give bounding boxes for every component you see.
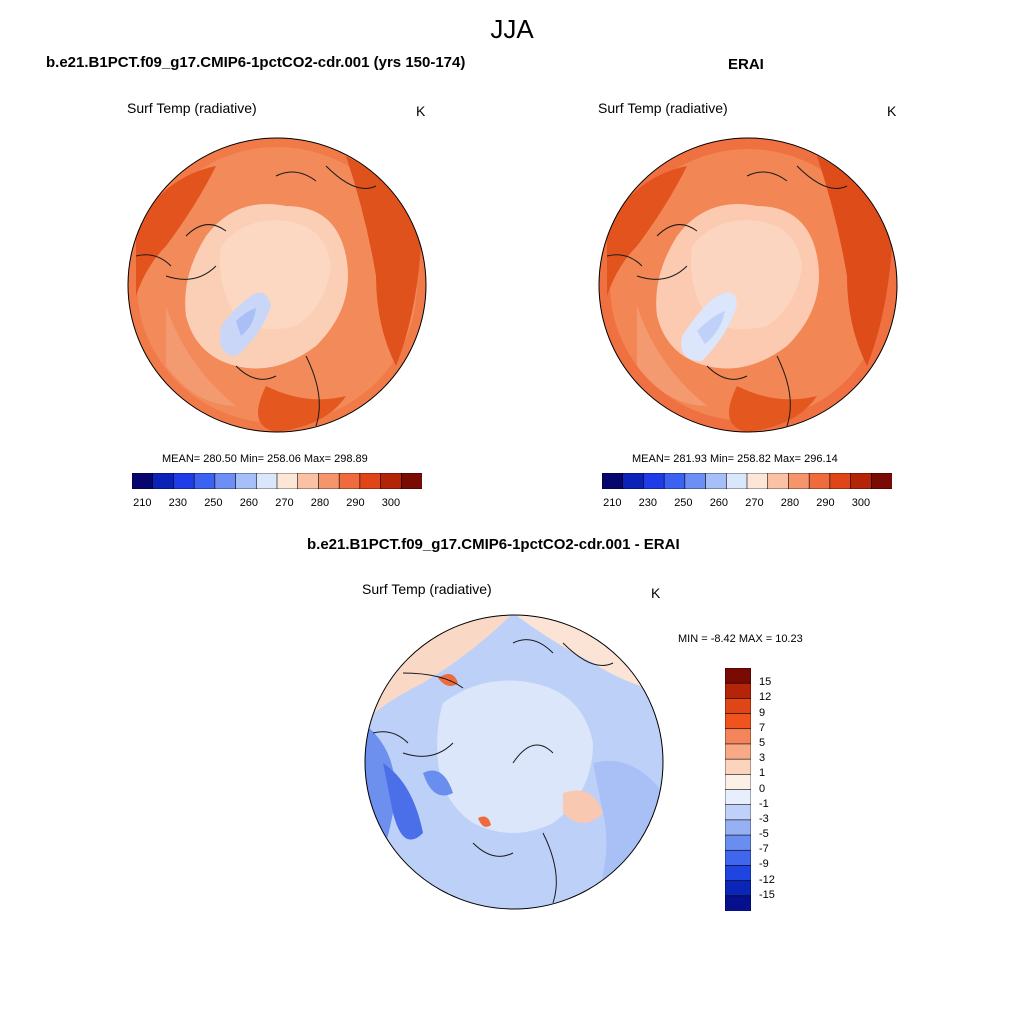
panel3-colorbar-swatch <box>724 667 752 684</box>
panel1-colorbar-swatch <box>276 472 299 490</box>
panel1-colorbar-tick-label: 270 <box>275 497 294 509</box>
panel1-colorbar-tick-label: 250 <box>204 497 223 509</box>
panel3-colorbar-swatch <box>724 819 752 836</box>
panel2-variable-label: Surf Temp (radiative) <box>598 100 728 116</box>
panel3-colorbar-swatch <box>724 758 752 775</box>
panel3-colorbar-swatch <box>724 713 752 730</box>
panel3-colorbar-swatch <box>724 895 752 912</box>
panel2-colorbar-swatch <box>705 472 727 490</box>
panel1-colorbar-swatch <box>255 472 278 490</box>
panel3-colorbar-swatch <box>724 834 752 851</box>
panel2-colorbar-swatch <box>663 472 686 490</box>
panel3-polar-map <box>364 614 664 910</box>
panel2-colorbar-tick-label: 290 <box>816 497 835 509</box>
panel2-colorbar-swatch <box>767 472 790 490</box>
panel3-colorbar-tick-label: -1 <box>759 797 769 810</box>
panel2-colorbar-tick-label: 300 <box>851 497 871 509</box>
panel2-colorbar-swatch <box>808 472 831 490</box>
panel3-colorbar-tick-label: 1 <box>759 767 766 780</box>
panel3-title: b.e21.B1PCT.f09_g17.CMIP6-1pctCO2-cdr.00… <box>307 536 680 553</box>
panel1-polar-map <box>127 137 427 433</box>
panel3-variable-label: Surf Temp (radiative) <box>362 581 492 597</box>
panel2-stats: MEAN= 281.93 Min= 258.82 Max= 296.14 <box>632 453 838 465</box>
panel2-colorbar-swatch <box>643 472 665 490</box>
panel3-colorbar-swatches <box>724 667 752 912</box>
panel1-units-label: K <box>416 103 426 119</box>
panel3-colorbar-tick-label: 9 <box>759 706 766 719</box>
panel1-colorbar: 210 230 250 260 270 280 290 300 <box>131 472 423 510</box>
panel3-colorbar-swatch <box>724 743 752 760</box>
panel3-units-label: K <box>651 585 661 601</box>
panel1-stats: MEAN= 280.50 Min= 258.06 Max= 298.89 <box>162 453 368 465</box>
panel3-colorbar-swatch <box>724 849 752 867</box>
panel3-colorbar-swatch <box>724 880 752 897</box>
panel1-colorbar-swatches <box>131 472 423 490</box>
panel1-colorbar-tick-label: 280 <box>310 497 330 509</box>
panel2-colorbar-swatch <box>746 472 769 490</box>
panel2-colorbar-tick-label: 250 <box>674 497 693 509</box>
panel1-colorbar-swatch <box>235 472 257 490</box>
panel1-colorbar-swatch <box>173 472 195 490</box>
panel1-colorbar-tick-label: 290 <box>346 497 365 509</box>
panel2-polar-map <box>598 137 898 433</box>
panel1-colorbar-swatch <box>380 472 402 490</box>
panel2-colorbar-swatches <box>601 472 893 490</box>
panel1-colorbar-swatch <box>131 472 154 490</box>
panel3-stats: MIN = -8.42 MAX = 10.23 <box>678 633 803 645</box>
panel3-colorbar-tick-label: 12 <box>759 691 772 704</box>
panel2-colorbar-tick-label: 230 <box>638 497 658 509</box>
panel3-colorbar-tick-label: 0 <box>759 782 766 795</box>
panel2-colorbar-swatch <box>601 472 624 490</box>
panel2-colorbar-swatch <box>684 472 707 490</box>
panel1-colorbar-swatch <box>297 472 320 490</box>
panel2-colorbar-swatch <box>829 472 852 490</box>
panel3-colorbar-swatch <box>724 774 752 791</box>
panel1-title: b.e21.B1PCT.f09_g17.CMIP6-1pctCO2-cdr.00… <box>46 54 466 71</box>
panel1-colorbar-swatch <box>214 472 237 490</box>
figure-title: JJA <box>490 14 534 44</box>
panel3-colorbar-swatch <box>724 804 752 821</box>
panel2-colorbar-tick-label: 280 <box>780 497 800 509</box>
panel2-colorbar-swatch <box>622 472 645 490</box>
panel3-colorbar-tick-label: 15 <box>759 676 772 689</box>
panel3-colorbar-swatch <box>724 865 752 882</box>
panel1-colorbar-tick-label: 210 <box>133 497 152 509</box>
panel2-units-label: K <box>887 103 897 119</box>
panel3-colorbar-tick-label: -5 <box>759 828 769 841</box>
panel3-colorbar-tick-label: -3 <box>759 812 769 825</box>
panel2-colorbar-tick-label: 260 <box>709 497 729 509</box>
panel3-colorbar: 15 12 9 7 5 3 1 0 -1 -3 -5 -7 -9 -12 -15 <box>724 667 775 916</box>
panel1-variable-label: Surf Temp (radiative) <box>127 100 257 116</box>
panel3-colorbar-swatch <box>724 789 752 806</box>
panel1-colorbar-swatch <box>359 472 382 490</box>
panel2-title: ERAI <box>728 56 764 73</box>
panel1-colorbar-swatch <box>400 472 423 490</box>
panel2-colorbar-swatch <box>788 472 810 490</box>
panel3-colorbar-tick-label: -9 <box>759 858 769 871</box>
panel3-colorbar-tick-label: -7 <box>759 843 769 856</box>
panel3-colorbar-tick-label: 7 <box>759 721 766 734</box>
panel3-colorbar-tick-label: -12 <box>759 873 775 886</box>
panel2-colorbar-tick-label: 210 <box>603 497 622 509</box>
panel3-colorbar-swatch <box>724 698 752 715</box>
panel2-colorbar-swatch <box>725 472 748 490</box>
panel1-colorbar-tick-label: 230 <box>168 497 188 509</box>
panel1-colorbar-tick-label: 260 <box>239 497 259 509</box>
panel3-colorbar-tick-label: -15 <box>759 888 775 901</box>
panel2-colorbar-swatch <box>850 472 872 490</box>
panel2-colorbar-tick-label: 270 <box>745 497 764 509</box>
panel3-colorbar-swatch <box>724 682 752 699</box>
panel2-colorbar-swatch <box>870 472 893 490</box>
panel1-colorbar-swatch <box>152 472 175 490</box>
panel1-colorbar-swatch <box>338 472 361 490</box>
panel1-colorbar-swatch <box>318 472 340 490</box>
panel3-colorbar-tick-label: 3 <box>759 752 766 765</box>
panel1-colorbar-swatch <box>193 472 216 490</box>
panel3-colorbar-tick-label: 5 <box>759 736 766 749</box>
panel2-colorbar: 210 230 250 260 270 280 290 300 <box>601 472 893 510</box>
panel1-colorbar-tick-label: 300 <box>381 497 401 509</box>
panel3-colorbar-swatch <box>724 728 752 745</box>
